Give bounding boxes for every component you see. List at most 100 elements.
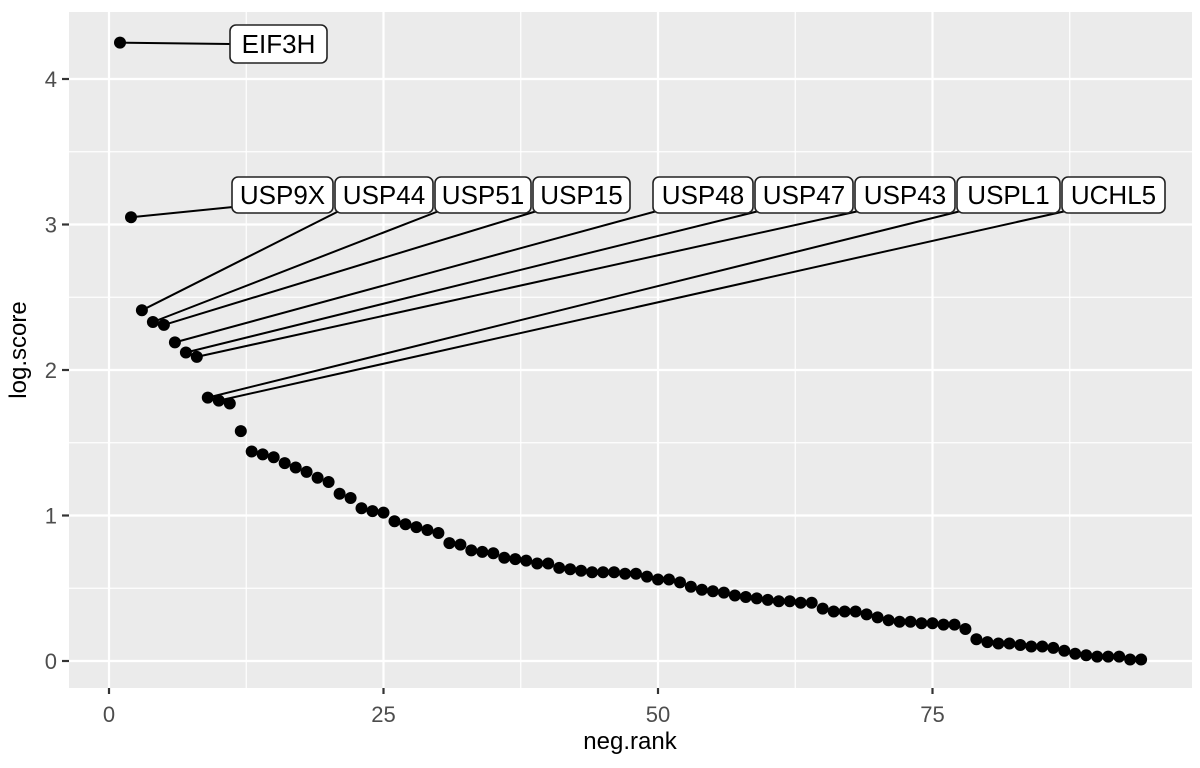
data-point — [1058, 644, 1071, 657]
data-point — [366, 505, 379, 518]
data-point — [278, 457, 291, 470]
gene-label-text: USP43 — [864, 180, 946, 210]
data-point — [300, 465, 313, 478]
data-point — [619, 567, 632, 580]
data-point — [739, 591, 752, 603]
data-point — [157, 318, 170, 331]
data-point — [959, 623, 972, 635]
leader-line — [141, 210, 340, 312]
data-point — [1080, 649, 1093, 662]
gene-label-box — [334, 176, 434, 214]
gene-label-box — [854, 176, 956, 214]
data-point — [1069, 647, 1082, 660]
data-point — [476, 545, 489, 558]
data-point — [234, 425, 247, 438]
gene-label-box — [1061, 176, 1166, 214]
x-axis-title: neg.rank — [583, 728, 677, 755]
data-point — [750, 592, 763, 605]
data-point — [849, 605, 862, 618]
data-point — [311, 471, 324, 484]
data-point — [1124, 653, 1137, 666]
data-point — [487, 547, 500, 560]
data-point — [674, 576, 686, 589]
data-point — [212, 394, 225, 407]
data-point — [948, 618, 961, 631]
data-point — [981, 636, 994, 649]
data-points — [114, 36, 1148, 666]
data-point — [860, 608, 873, 621]
data-point — [893, 615, 906, 628]
data-point — [179, 346, 192, 359]
data-point — [608, 566, 621, 579]
data-point — [783, 595, 796, 608]
data-point — [630, 567, 642, 580]
data-point — [575, 564, 588, 577]
data-point — [190, 350, 203, 363]
gene-label-text: USP44 — [343, 180, 425, 210]
data-point — [322, 476, 335, 488]
gene-label: USP47 — [754, 176, 854, 214]
gene-label-text: USP48 — [662, 180, 744, 210]
y-tick-label: 3 — [45, 213, 57, 238]
data-point — [454, 538, 467, 551]
data-point — [1091, 650, 1104, 663]
data-point — [564, 563, 577, 576]
data-point — [344, 492, 357, 504]
gene-label-box — [229, 24, 328, 64]
data-point — [531, 557, 544, 570]
data-point — [168, 336, 181, 349]
gene-label: USP48 — [652, 176, 754, 214]
data-point — [333, 487, 346, 500]
data-point — [114, 36, 126, 49]
data-point — [652, 573, 664, 586]
data-point — [871, 611, 884, 624]
axis-tick-marks — [62, 77, 934, 694]
gene-label: EIF3H — [229, 24, 328, 64]
leader-lines — [119, 41, 1067, 402]
leader-line — [152, 210, 440, 323]
y-tick-label: 1 — [45, 504, 57, 529]
data-point — [399, 518, 412, 531]
data-point — [509, 553, 522, 566]
data-point — [904, 615, 917, 628]
data-point — [421, 524, 434, 536]
data-point — [1047, 641, 1060, 654]
data-point — [684, 580, 697, 593]
x-tick-label: 25 — [371, 702, 395, 727]
data-point — [695, 583, 708, 596]
leader-line — [218, 210, 1067, 402]
data-point — [432, 527, 445, 539]
gene-label: USP15 — [532, 176, 631, 214]
data-point — [553, 561, 566, 574]
data-point — [377, 506, 390, 519]
gene-label-text: USP15 — [540, 180, 622, 210]
data-point — [443, 537, 456, 550]
data-point — [992, 637, 1005, 650]
gene-label-text: USPL1 — [967, 180, 1049, 210]
gene-label: USP9X — [231, 176, 334, 214]
data-point — [289, 461, 302, 474]
gene-label-text: USP9X — [240, 180, 325, 210]
y-axis-title: log.score — [5, 301, 32, 398]
gene-label-box — [754, 176, 854, 214]
leader-line — [196, 210, 860, 358]
data-point — [1003, 637, 1016, 650]
data-point — [772, 595, 785, 608]
data-point — [915, 617, 928, 630]
data-point — [223, 397, 236, 410]
gene-labels: EIF3H USP9X USP44 USP51 USP15 USP48 USP47 USP43… — [229, 24, 1166, 214]
plot-panel — [69, 12, 1192, 688]
y-tick-label: 2 — [45, 358, 57, 383]
data-point — [410, 521, 423, 534]
data-point — [794, 596, 807, 609]
gene-label-box — [231, 176, 334, 214]
leader-line — [185, 210, 760, 354]
data-point — [1025, 640, 1038, 653]
gene-label-box — [652, 176, 754, 214]
x-tick-label: 50 — [646, 702, 670, 727]
data-point — [542, 557, 555, 570]
gene-label-box — [532, 176, 631, 214]
data-point — [1135, 653, 1148, 666]
data-point — [586, 566, 599, 579]
